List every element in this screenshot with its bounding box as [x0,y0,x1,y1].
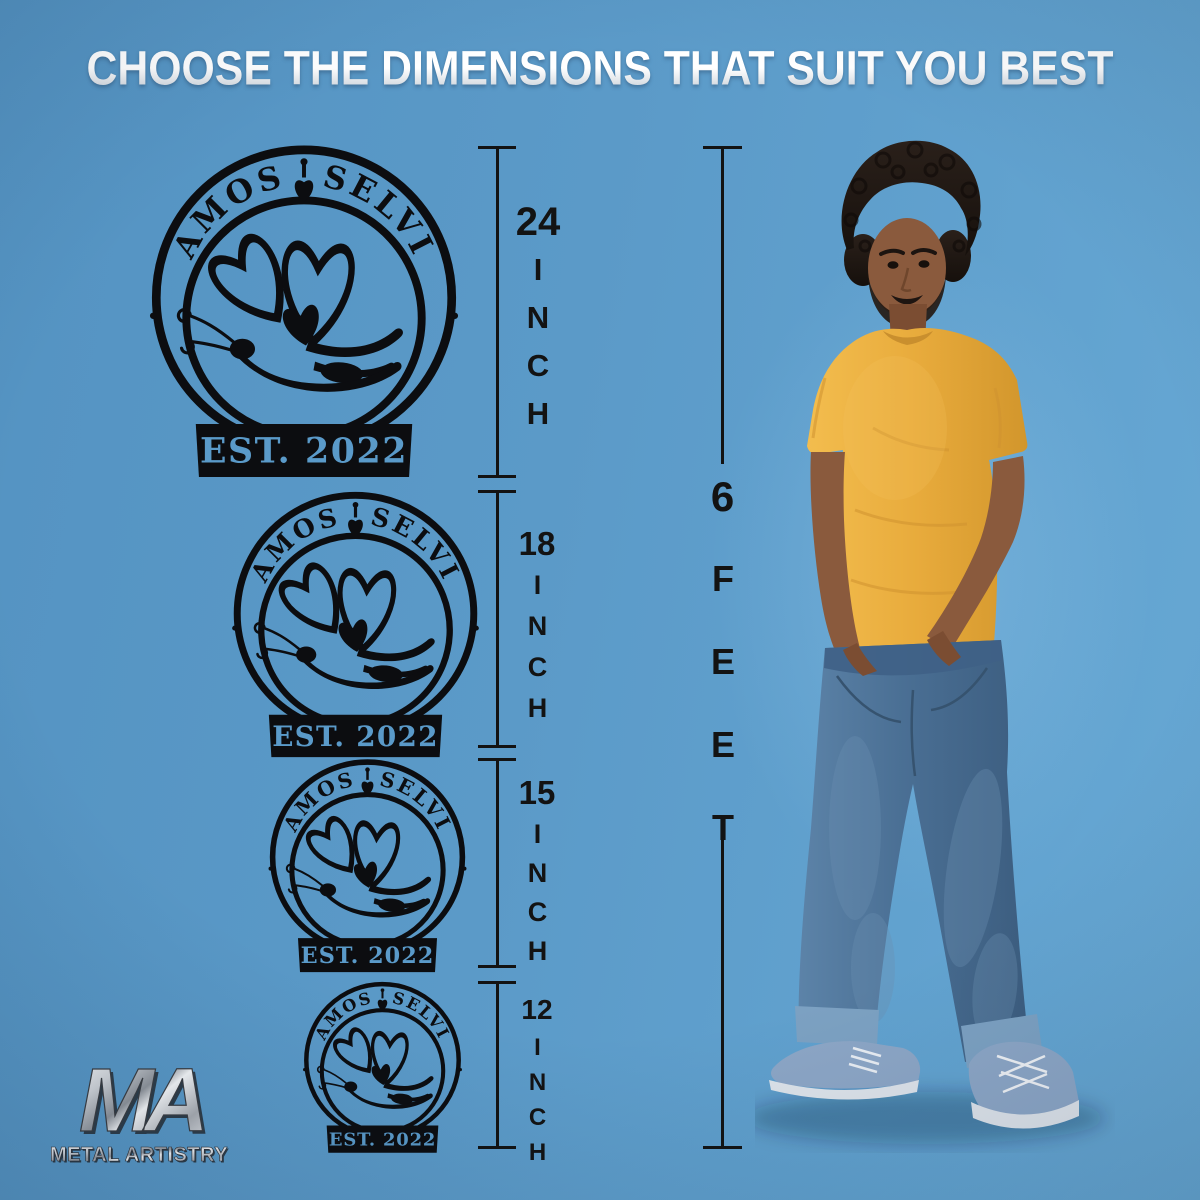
brand-monogram: MA [79,1051,203,1151]
man-mustache [891,295,923,305]
man-jeans [795,631,1043,1068]
dimension-line-12 [478,981,516,1149]
shoe-laces-right [996,1054,1050,1094]
reference-unit: FEET [702,558,744,890]
man-head [841,140,982,344]
size-unit: INCH [524,1034,551,1174]
jeans-cuff-left [795,1006,879,1046]
product-sign-24-inch [146,142,462,482]
man-hair-curls [843,141,982,253]
man-figure [755,140,1105,1144]
shirt-collar [883,331,933,345]
jeans-wash [829,736,1018,1043]
man-beard [868,276,946,329]
size-label-12-inch: 12 INCH [510,996,564,1179]
reference-number: 6 [710,473,735,520]
product-sign-15-inch [266,757,469,975]
size-unit: INCH [522,570,553,734]
jeans-seams [835,667,989,777]
product-sign-12-inch [301,980,464,1155]
shoe-laces-left [848,1046,882,1074]
brand-monogram-shadow: MA [82,1054,206,1154]
brand-name-shadow: METAL ARTISTRY [51,1146,229,1168]
size-label-24-inch: 24 INCH [506,202,570,449]
size-label-18-inch: 18 INCH [508,527,566,739]
reference-ruler-6-feet: 6 FEET [702,146,744,1149]
man-right-hand-in-pocket [927,631,961,666]
dimension-line-15 [478,758,516,968]
product-sign-18-inch [229,489,482,761]
page-title: CHOOSE THE DIMENSIONS THAT SUIT YOU BEST [30,40,1170,96]
man-shoes [769,1041,1079,1129]
size-number: 18 [518,525,556,562]
size-number: 15 [518,774,556,811]
dimension-line-18 [478,490,516,748]
size-number: 24 [515,200,561,244]
dimension-line-24 [478,146,516,478]
man-arms [810,452,1025,660]
man-left-hand-in-pocket [843,643,877,676]
brand-logo: MA MA METAL ARTISTRY METAL ARTISTRY [50,1050,230,1168]
size-unit: INCH [522,819,553,975]
size-number: 12 [521,994,553,1025]
brand-name: METAL ARTISTRY [50,1144,228,1166]
size-unit: INCH [520,252,556,444]
size-label-15-inch: 15 INCH [508,776,566,980]
shirt-folds [811,377,1002,595]
